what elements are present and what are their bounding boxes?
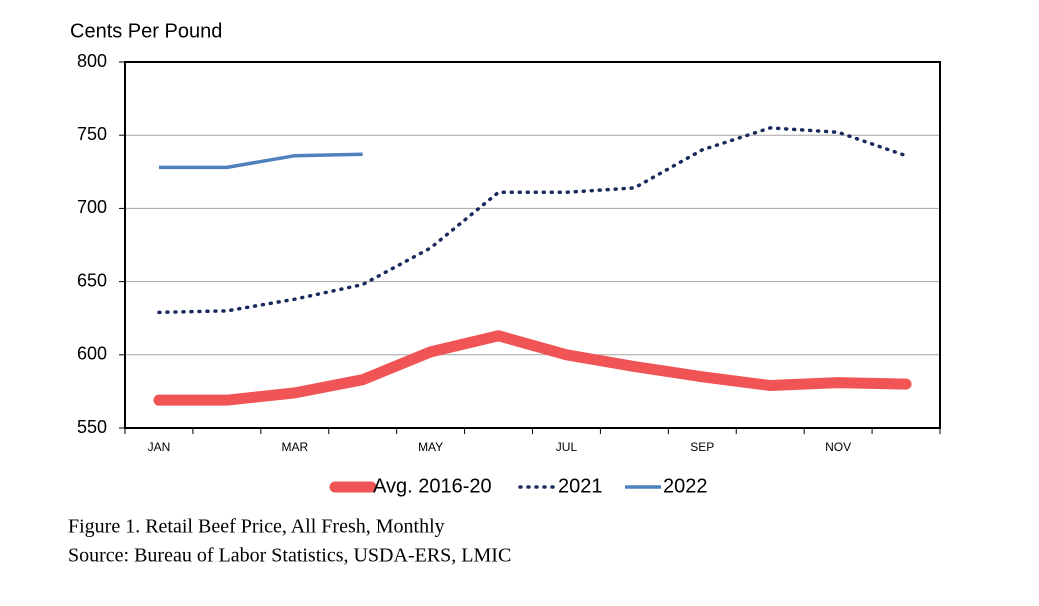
legend-label: Avg. 2016-20: [373, 475, 492, 497]
x-tick-label: JUL: [556, 440, 578, 454]
x-tick-label: SEP: [690, 440, 714, 454]
plot-frame: [124, 61, 941, 429]
y-tick-label: 800: [77, 51, 107, 71]
y-tick-label: 650: [77, 270, 107, 290]
x-tick-label: NOV: [825, 440, 851, 454]
y-tick-label: 750: [77, 124, 107, 144]
x-tick-label: JAN: [148, 440, 171, 454]
x-tick-label: MAY: [418, 440, 443, 454]
series-line: [158, 152, 363, 170]
y-axis-title: Cents Per Pound: [70, 20, 222, 42]
y-tick-label: 550: [77, 417, 107, 437]
caption: Figure 1. Retail Beef Price, All Fresh, …: [68, 516, 445, 538]
series-line: [153, 330, 912, 406]
series-line: [157, 126, 908, 315]
legend-label: 2022: [663, 475, 708, 497]
x-tick-label: MAR: [281, 440, 308, 454]
y-tick-label: 600: [77, 344, 107, 364]
legend-label: 2021: [558, 475, 603, 497]
y-tick-label: 700: [77, 197, 107, 217]
source: Source: Bureau of Labor Statistics, USDA…: [68, 545, 511, 567]
